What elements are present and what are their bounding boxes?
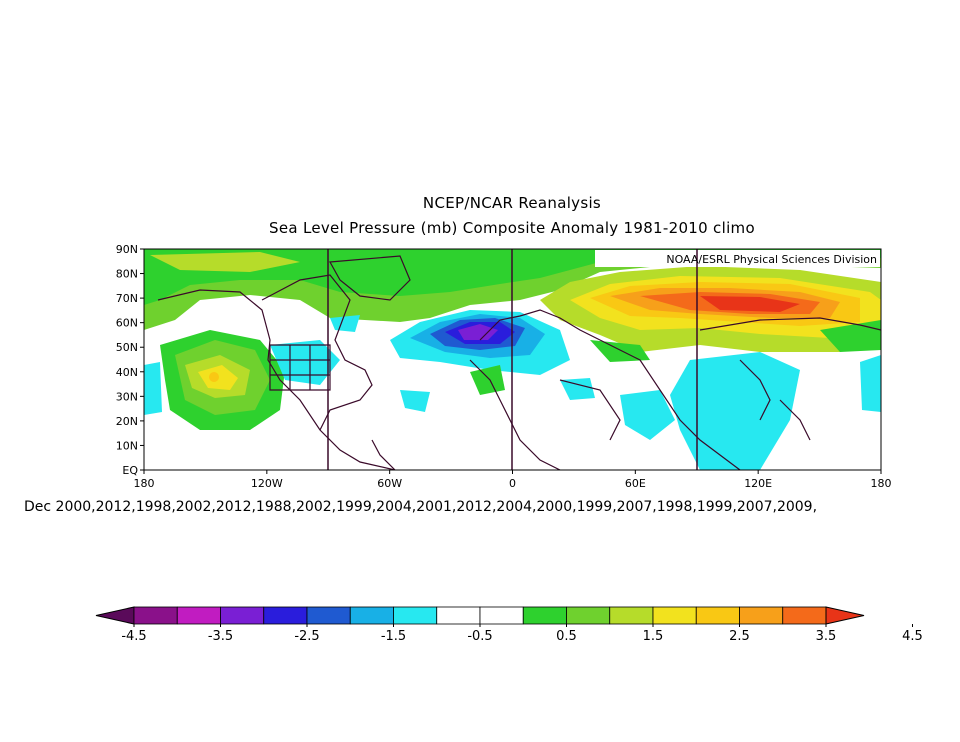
colorbar-swatch	[782, 606, 827, 625]
chart-title: NCEP/NCAR Reanalysis	[422, 194, 602, 212]
lon-label: 120W	[251, 477, 283, 490]
lat-label: 80N	[116, 268, 138, 281]
colorbar-swatch	[522, 606, 567, 625]
colorbar-swatch	[176, 606, 221, 625]
colorbar-label: -2.5	[294, 629, 319, 644]
lat-label: 10N	[116, 439, 138, 452]
colorbar-swatch	[220, 606, 265, 625]
colorbar: -4.5 -3.5 -2.5 -1.5 -0.5 0.5 1.5 2.5 3.5 4.5	[95, 606, 923, 644]
chart-subtitle: Sea Level Pressure (mb) Composite Anomal…	[269, 219, 755, 237]
colorbar-label: 1.5	[643, 629, 664, 644]
credit-label: NOAA/ESRL Physical Sciences Division	[666, 253, 877, 266]
colorbar-swatch	[263, 606, 308, 625]
lat-label: 30N	[116, 390, 138, 403]
lat-label: EQ	[122, 464, 138, 477]
lat-label: 90N	[116, 243, 138, 256]
colorbar-label: -3.5	[208, 629, 233, 644]
colorbar-swatch	[652, 606, 697, 625]
lat-label: 40N	[116, 366, 138, 379]
meridian-lines	[327, 249, 698, 470]
lat-label: 50N	[116, 341, 138, 354]
composite-dates: Dec 2000,2012,1998,2002,2012,1988,2002,1…	[24, 499, 818, 515]
longitude-axis: 180 120W 60W 0 60E 120E 180	[134, 470, 892, 490]
colorbar-swatch	[739, 606, 784, 625]
lon-label: 180	[134, 477, 155, 490]
lon-label: 60W	[377, 477, 402, 490]
lon-label: 60E	[625, 477, 646, 490]
colorbar-swatch	[133, 606, 178, 625]
lon-label: 180	[871, 477, 892, 490]
colorbar-label: 4.5	[902, 629, 923, 644]
colorbar-label: 3.5	[816, 629, 837, 644]
latitude-axis: 90N 80N 70N 60N 50N 40N 30N 20N 10N EQ	[116, 243, 144, 477]
lon-label: 0	[509, 477, 516, 490]
colorbar-label: -4.5	[121, 629, 146, 644]
lat-label: 20N	[116, 415, 138, 428]
colorbar-swatch	[393, 606, 438, 625]
lat-label: 60N	[116, 317, 138, 330]
colorbar-swatch	[436, 606, 481, 625]
colorbar-swatch	[349, 606, 394, 625]
lat-label: 70N	[116, 292, 138, 305]
colorbar-swatch	[695, 606, 740, 625]
colorbar-label: 2.5	[729, 629, 750, 644]
colorbar-max-arrow	[825, 606, 865, 625]
colorbar-swatch	[306, 606, 351, 625]
lon-label: 120E	[744, 477, 772, 490]
colorbar-swatch	[479, 606, 524, 625]
colorbar-label: -0.5	[467, 629, 492, 644]
colorbar-label: 0.5	[556, 629, 577, 644]
colorbar-swatch	[566, 606, 611, 625]
colorbar-min-arrow	[95, 606, 135, 625]
colorbar-label: -1.5	[381, 629, 406, 644]
colorbar-swatch	[609, 606, 654, 625]
